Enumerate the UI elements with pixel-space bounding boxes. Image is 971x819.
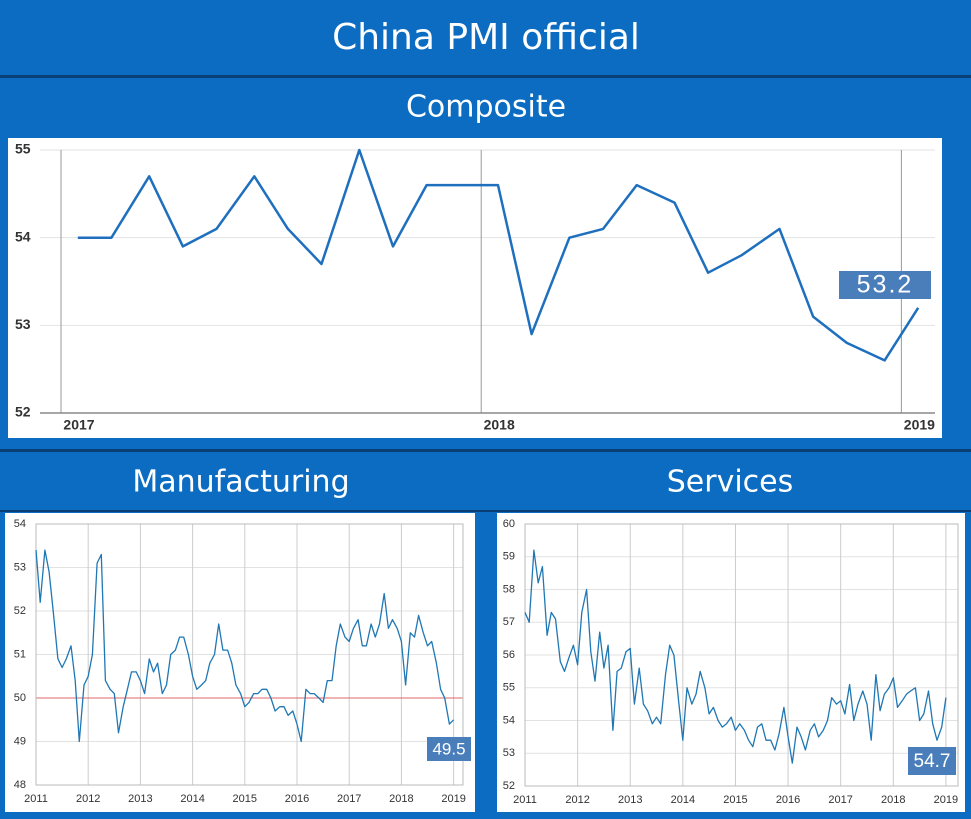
x-tick-label: 2011 (24, 793, 48, 805)
data-line (524, 549, 947, 764)
x-tick-label: 2016 (285, 793, 309, 805)
x-tick-label: 2012 (76, 793, 100, 805)
y-tick-label: 53 (14, 561, 26, 573)
x-tick-label: 2015 (723, 794, 747, 806)
y-tick-label: 52 (14, 605, 26, 617)
y-tick-label: 54 (15, 228, 31, 244)
y-tick-label: 50 (14, 692, 26, 704)
y-tick-label: 49 (14, 735, 26, 747)
value-label-box (427, 737, 471, 761)
y-tick-label: 58 (503, 583, 515, 595)
y-tick-label: 48 (14, 779, 26, 791)
x-tick-label: 2018 (484, 417, 515, 433)
value-label: 54.7 (914, 751, 951, 772)
x-tick-label: 2019 (904, 417, 935, 433)
plots: 52 53 54 55 2017 2018 2019 48 49 50 51 52 53 54 2011 20… (14, 141, 959, 806)
chart-title: Manufacturing (132, 465, 349, 500)
chart-panel (497, 513, 965, 812)
y-tick-label: 53 (15, 316, 31, 332)
chart-panel (8, 138, 942, 438)
data-line (77, 148, 920, 362)
y-tick-label: 54 (14, 518, 26, 530)
x-tick-label: 2017 (63, 417, 94, 433)
x-tick-label: 2019 (441, 793, 465, 805)
chart-title: Composite (406, 90, 566, 125)
y-tick-label: 54 (503, 714, 515, 726)
plot-frame (524, 523, 959, 787)
y-tick-label: 52 (15, 404, 31, 420)
x-tick-label: 2014 (671, 794, 695, 806)
plot-frame (35, 523, 464, 786)
x-tick-label: 2018 (881, 794, 905, 806)
x-tick-label: 2019 (934, 794, 958, 806)
x-tick-label: 2016 (776, 794, 800, 806)
divider (0, 75, 971, 78)
y-tick-label: 57 (503, 616, 515, 628)
x-tick-label: 2013 (618, 794, 642, 806)
x-tick-label: 2011 (513, 794, 537, 806)
data-line (35, 549, 455, 743)
y-tick-label: 59 (503, 551, 515, 563)
x-tick-label: 2017 (828, 794, 852, 806)
value-label-box (908, 747, 956, 775)
divider (0, 510, 971, 512)
y-tick-label: 53 (503, 747, 515, 759)
x-tick-label: 2017 (337, 793, 361, 805)
y-tick-label: 52 (503, 780, 515, 792)
y-tick-label: 55 (15, 141, 31, 157)
value-label: 49.5 (432, 739, 465, 758)
x-tick-label: 2015 (233, 793, 257, 805)
y-tick-label: 56 (503, 649, 515, 661)
x-tick-label: 2013 (128, 793, 152, 805)
chart-panel (5, 513, 475, 812)
x-tick-label: 2018 (389, 793, 413, 805)
y-tick-label: 55 (503, 682, 515, 694)
page-title: China PMI official (332, 17, 640, 58)
value-label: 53.2 (857, 271, 914, 299)
chart-title: Services (667, 465, 794, 500)
divider (0, 449, 971, 452)
y-tick-label: 51 (14, 648, 26, 660)
y-tick-label: 60 (503, 518, 515, 530)
x-tick-label: 2012 (565, 794, 589, 806)
x-tick-label: 2014 (180, 793, 204, 805)
value-label-box (839, 271, 931, 299)
